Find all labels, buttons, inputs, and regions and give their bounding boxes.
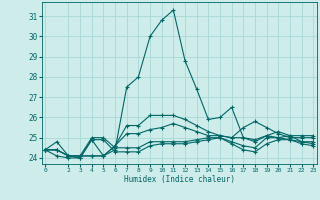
X-axis label: Humidex (Indice chaleur): Humidex (Indice chaleur) xyxy=(124,175,235,184)
